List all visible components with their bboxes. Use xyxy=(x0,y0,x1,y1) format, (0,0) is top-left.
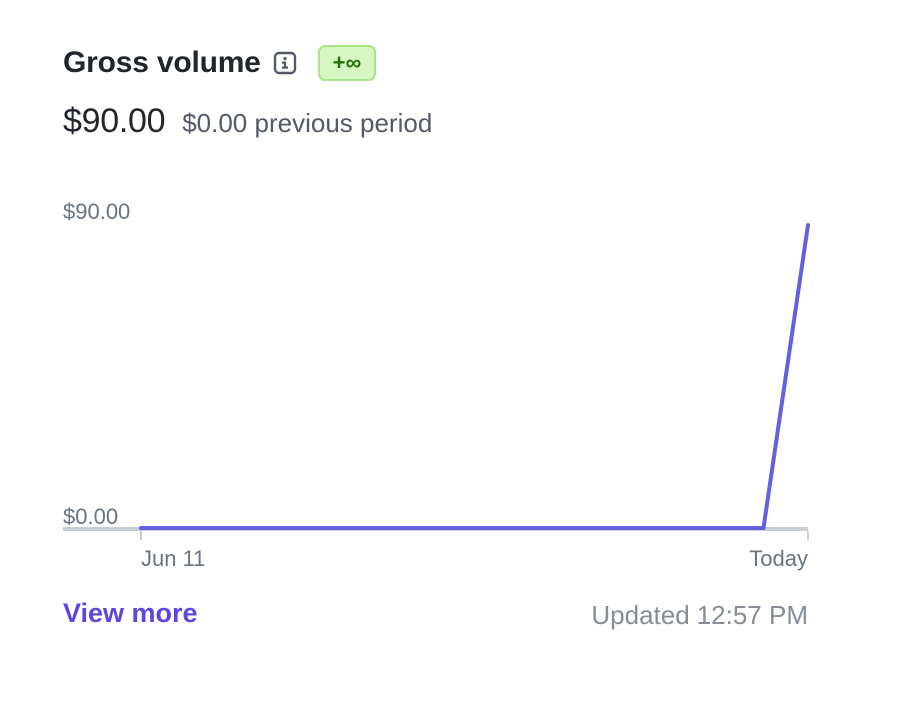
widget-header: Gross volume +∞ xyxy=(63,42,377,84)
view-more-link[interactable]: View more xyxy=(63,598,198,628)
x-tick-label-start: Jun 11 xyxy=(141,546,205,571)
previous-amount: $0.00 xyxy=(182,108,248,138)
x-tick-label-end: Today xyxy=(749,546,808,571)
current-amount: $90.00 xyxy=(63,102,166,140)
widget-title: Gross volume xyxy=(63,46,261,79)
updated-timestamp: Updated 12:57 PM xyxy=(591,600,808,631)
y-tick-label-min: $0.00 xyxy=(63,504,118,529)
info-icon[interactable] xyxy=(273,51,297,75)
amount-row: $90.00 $0.00 previous period xyxy=(63,102,432,141)
series-line xyxy=(139,223,810,530)
previous-label: previous period xyxy=(254,108,433,138)
y-tick-label-max: $90.00 xyxy=(63,199,130,224)
updated-time: 12:57 PM xyxy=(696,600,808,630)
previous-period: $0.00 previous period xyxy=(182,108,432,139)
change-badge: +∞ xyxy=(317,45,377,81)
updated-label: Updated xyxy=(591,600,690,630)
